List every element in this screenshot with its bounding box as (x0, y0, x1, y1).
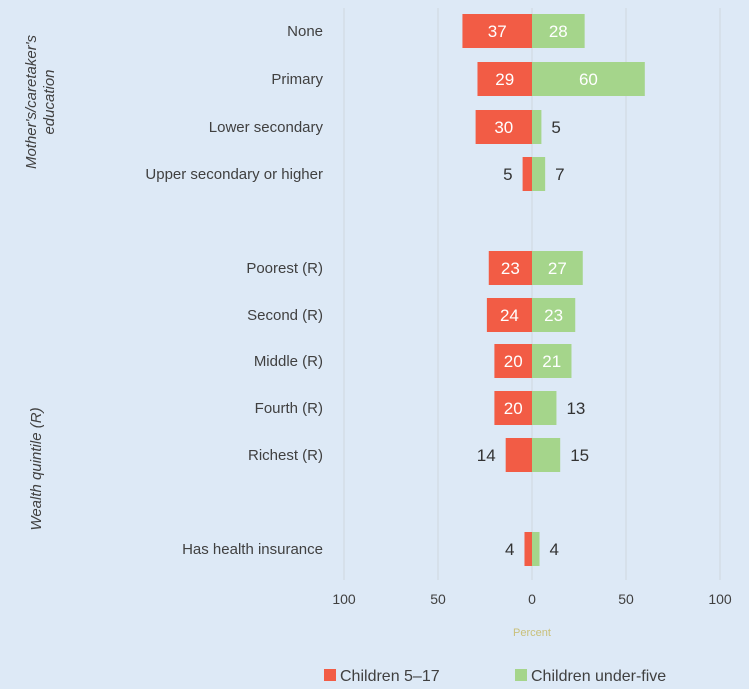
category-label: Middle (R) (254, 353, 323, 370)
legend-label: Children under-five (531, 668, 666, 685)
x-tick-label: 50 (618, 591, 634, 607)
group-label-wealth: Wealth quintile (R) (28, 407, 45, 530)
bar-children-5-17 (488, 251, 532, 285)
legend: Children 5–17 Children under-five (324, 668, 666, 685)
category-label: Second (R) (247, 307, 323, 324)
group-labels: Mother's/caretaker'seducation Wealth quin… (23, 34, 58, 530)
value-label: 37 (488, 22, 507, 41)
x-tick-label: 100 (708, 591, 732, 607)
bar-children-5-17 (477, 62, 532, 96)
bar-children-5-17 (524, 532, 532, 566)
value-label: 14 (477, 446, 496, 465)
x-axis-title: Percent (513, 627, 551, 639)
category-label: Lower secondary (209, 119, 324, 136)
bar-children-under-five (532, 532, 540, 566)
category-label: Has health insurance (182, 541, 323, 558)
group-label-education: Mother's/caretaker'seducation (23, 34, 58, 169)
legend-swatch (324, 669, 336, 681)
category-label: Richest (R) (248, 447, 323, 464)
value-label: 23 (501, 259, 520, 278)
value-label: 4 (505, 540, 514, 559)
category-label: Fourth (R) (255, 400, 323, 417)
bar-children-under-five (532, 110, 542, 144)
x-tick-label: 50 (430, 591, 446, 607)
bar-children-5-17 (494, 391, 532, 425)
bars (462, 14, 645, 566)
legend-swatch (515, 669, 527, 681)
bar-children-under-five (532, 298, 576, 332)
bar-children-under-five (532, 391, 557, 425)
value-label: 60 (579, 70, 598, 89)
bar-children-5-17 (486, 298, 532, 332)
x-tick-label: 0 (528, 591, 536, 607)
bar-children-5-17 (494, 344, 532, 378)
bar-children-under-five (532, 157, 546, 191)
value-label: 7 (555, 165, 564, 184)
value-label: 28 (549, 22, 568, 41)
category-label: None (287, 23, 323, 40)
bar-children-under-five (532, 438, 561, 472)
value-label: 30 (494, 118, 513, 137)
value-label: 20 (504, 352, 523, 371)
value-label: 20 (504, 399, 523, 418)
gridlines (343, 8, 721, 580)
category-label: Primary (271, 71, 323, 88)
value-label: 4 (550, 540, 559, 559)
value-label: 21 (542, 352, 561, 371)
value-label: 29 (495, 70, 514, 89)
bar-children-5-17 (475, 110, 532, 144)
value-label: 23 (544, 306, 563, 325)
category-labels: None Primary Lower secondary Upper secondar… (145, 23, 323, 558)
bar-children-5-17 (505, 438, 532, 472)
bar-children-under-five (532, 14, 585, 48)
x-axis-ticks: 100 50 0 50 100 (332, 591, 732, 607)
legend-label: Children 5–17 (340, 668, 440, 685)
category-label: Upper secondary or higher (145, 166, 323, 183)
value-label: 5 (503, 165, 512, 184)
value-label: 27 (548, 259, 567, 278)
value-label: 15 (570, 446, 589, 465)
bar-children-under-five (532, 344, 572, 378)
value-label: 5 (551, 118, 560, 137)
bar-children-under-five (532, 62, 645, 96)
category-label: Poorest (R) (246, 260, 323, 277)
bar-children-under-five (532, 251, 583, 285)
bar-children-5-17 (522, 157, 532, 191)
value-label: 24 (500, 306, 519, 325)
bar-children-5-17 (462, 14, 532, 48)
x-tick-label: 100 (332, 591, 356, 607)
value-label: 13 (566, 399, 585, 418)
value-labels: 37 28 29 60 30 5 5 7 23 27 24 23 20 21 20 13 14 15 4 4 (477, 22, 598, 559)
